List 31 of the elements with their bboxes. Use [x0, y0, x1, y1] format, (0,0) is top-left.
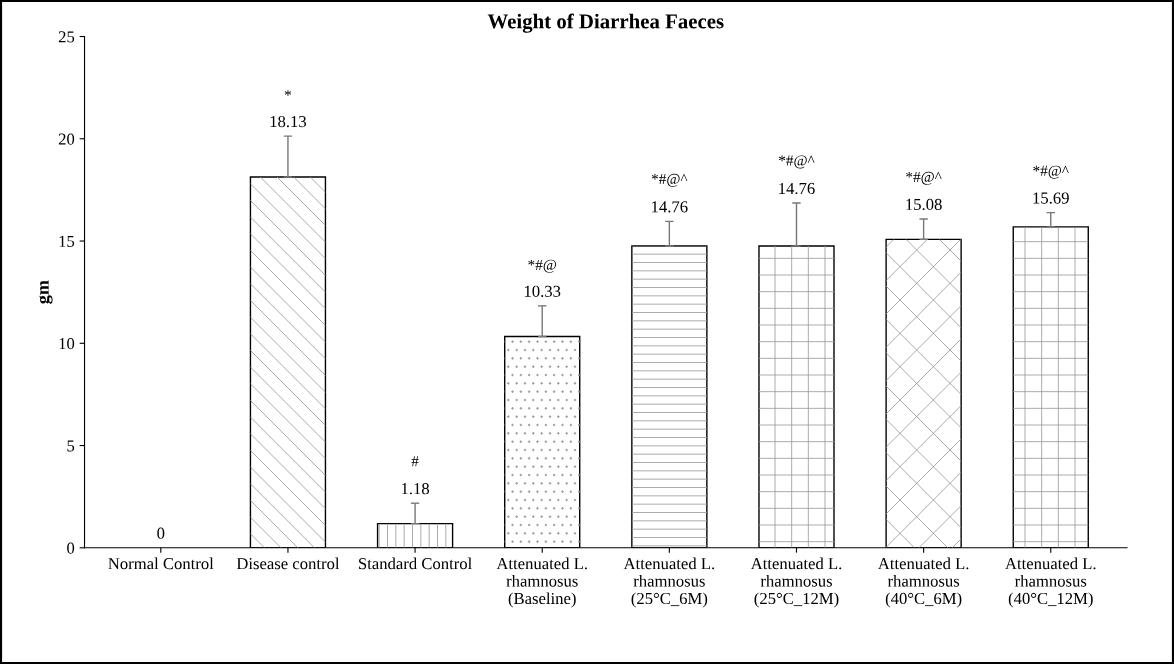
x-tick-label: Disease control — [236, 557, 340, 570]
y-tick-label: 15 — [59, 235, 75, 247]
data-label: 14.76 — [779, 182, 815, 195]
annotation: *#@^ — [651, 173, 688, 187]
chart-title: Weight of Diarrhea Faeces — [487, 13, 724, 33]
data-label: 18.13 — [270, 115, 307, 128]
data-label: 14.76 — [652, 201, 688, 213]
data-label: 0 — [157, 527, 165, 539]
annotation: *#@ — [528, 259, 557, 273]
annotation: * — [284, 90, 292, 96]
annotation: *#@^ — [778, 155, 815, 169]
y-tick-label: 25 — [58, 31, 75, 43]
data-label: 15.08 — [906, 198, 942, 211]
data-label: 15.69 — [1033, 192, 1069, 204]
data-label: 10.33 — [524, 285, 561, 297]
x-tick-label: Normal Control — [108, 557, 214, 570]
x-tick-label: Attenuated L. rhamnosus (25°C_6M) — [623, 557, 715, 608]
x-tick-label: Attenuated L. rhamnosus (25°C_12M) — [750, 557, 842, 608]
annotation: # — [411, 456, 419, 467]
y-axis-title: gm — [39, 280, 53, 304]
annotation: *#@^ — [906, 171, 942, 185]
y-tick-label: 10 — [59, 337, 75, 350]
annotation: *#@^ — [1033, 165, 1069, 179]
x-tick-label: Attenuated L. rhamnosus (Baseline) — [496, 557, 587, 608]
y-tick-label: 5 — [67, 440, 75, 452]
y-tick-label: 0 — [67, 542, 75, 554]
x-tick-label: Attenuated L. rhamnosus (40°C_12M) — [1005, 557, 1096, 608]
data-label: 1.18 — [401, 483, 430, 495]
x-tick-label: Attenuated L. rhamnosus (40°C_6M) — [877, 557, 969, 608]
x-tick-label: Standard Control — [359, 557, 472, 570]
y-tick-label: 20 — [58, 133, 75, 145]
